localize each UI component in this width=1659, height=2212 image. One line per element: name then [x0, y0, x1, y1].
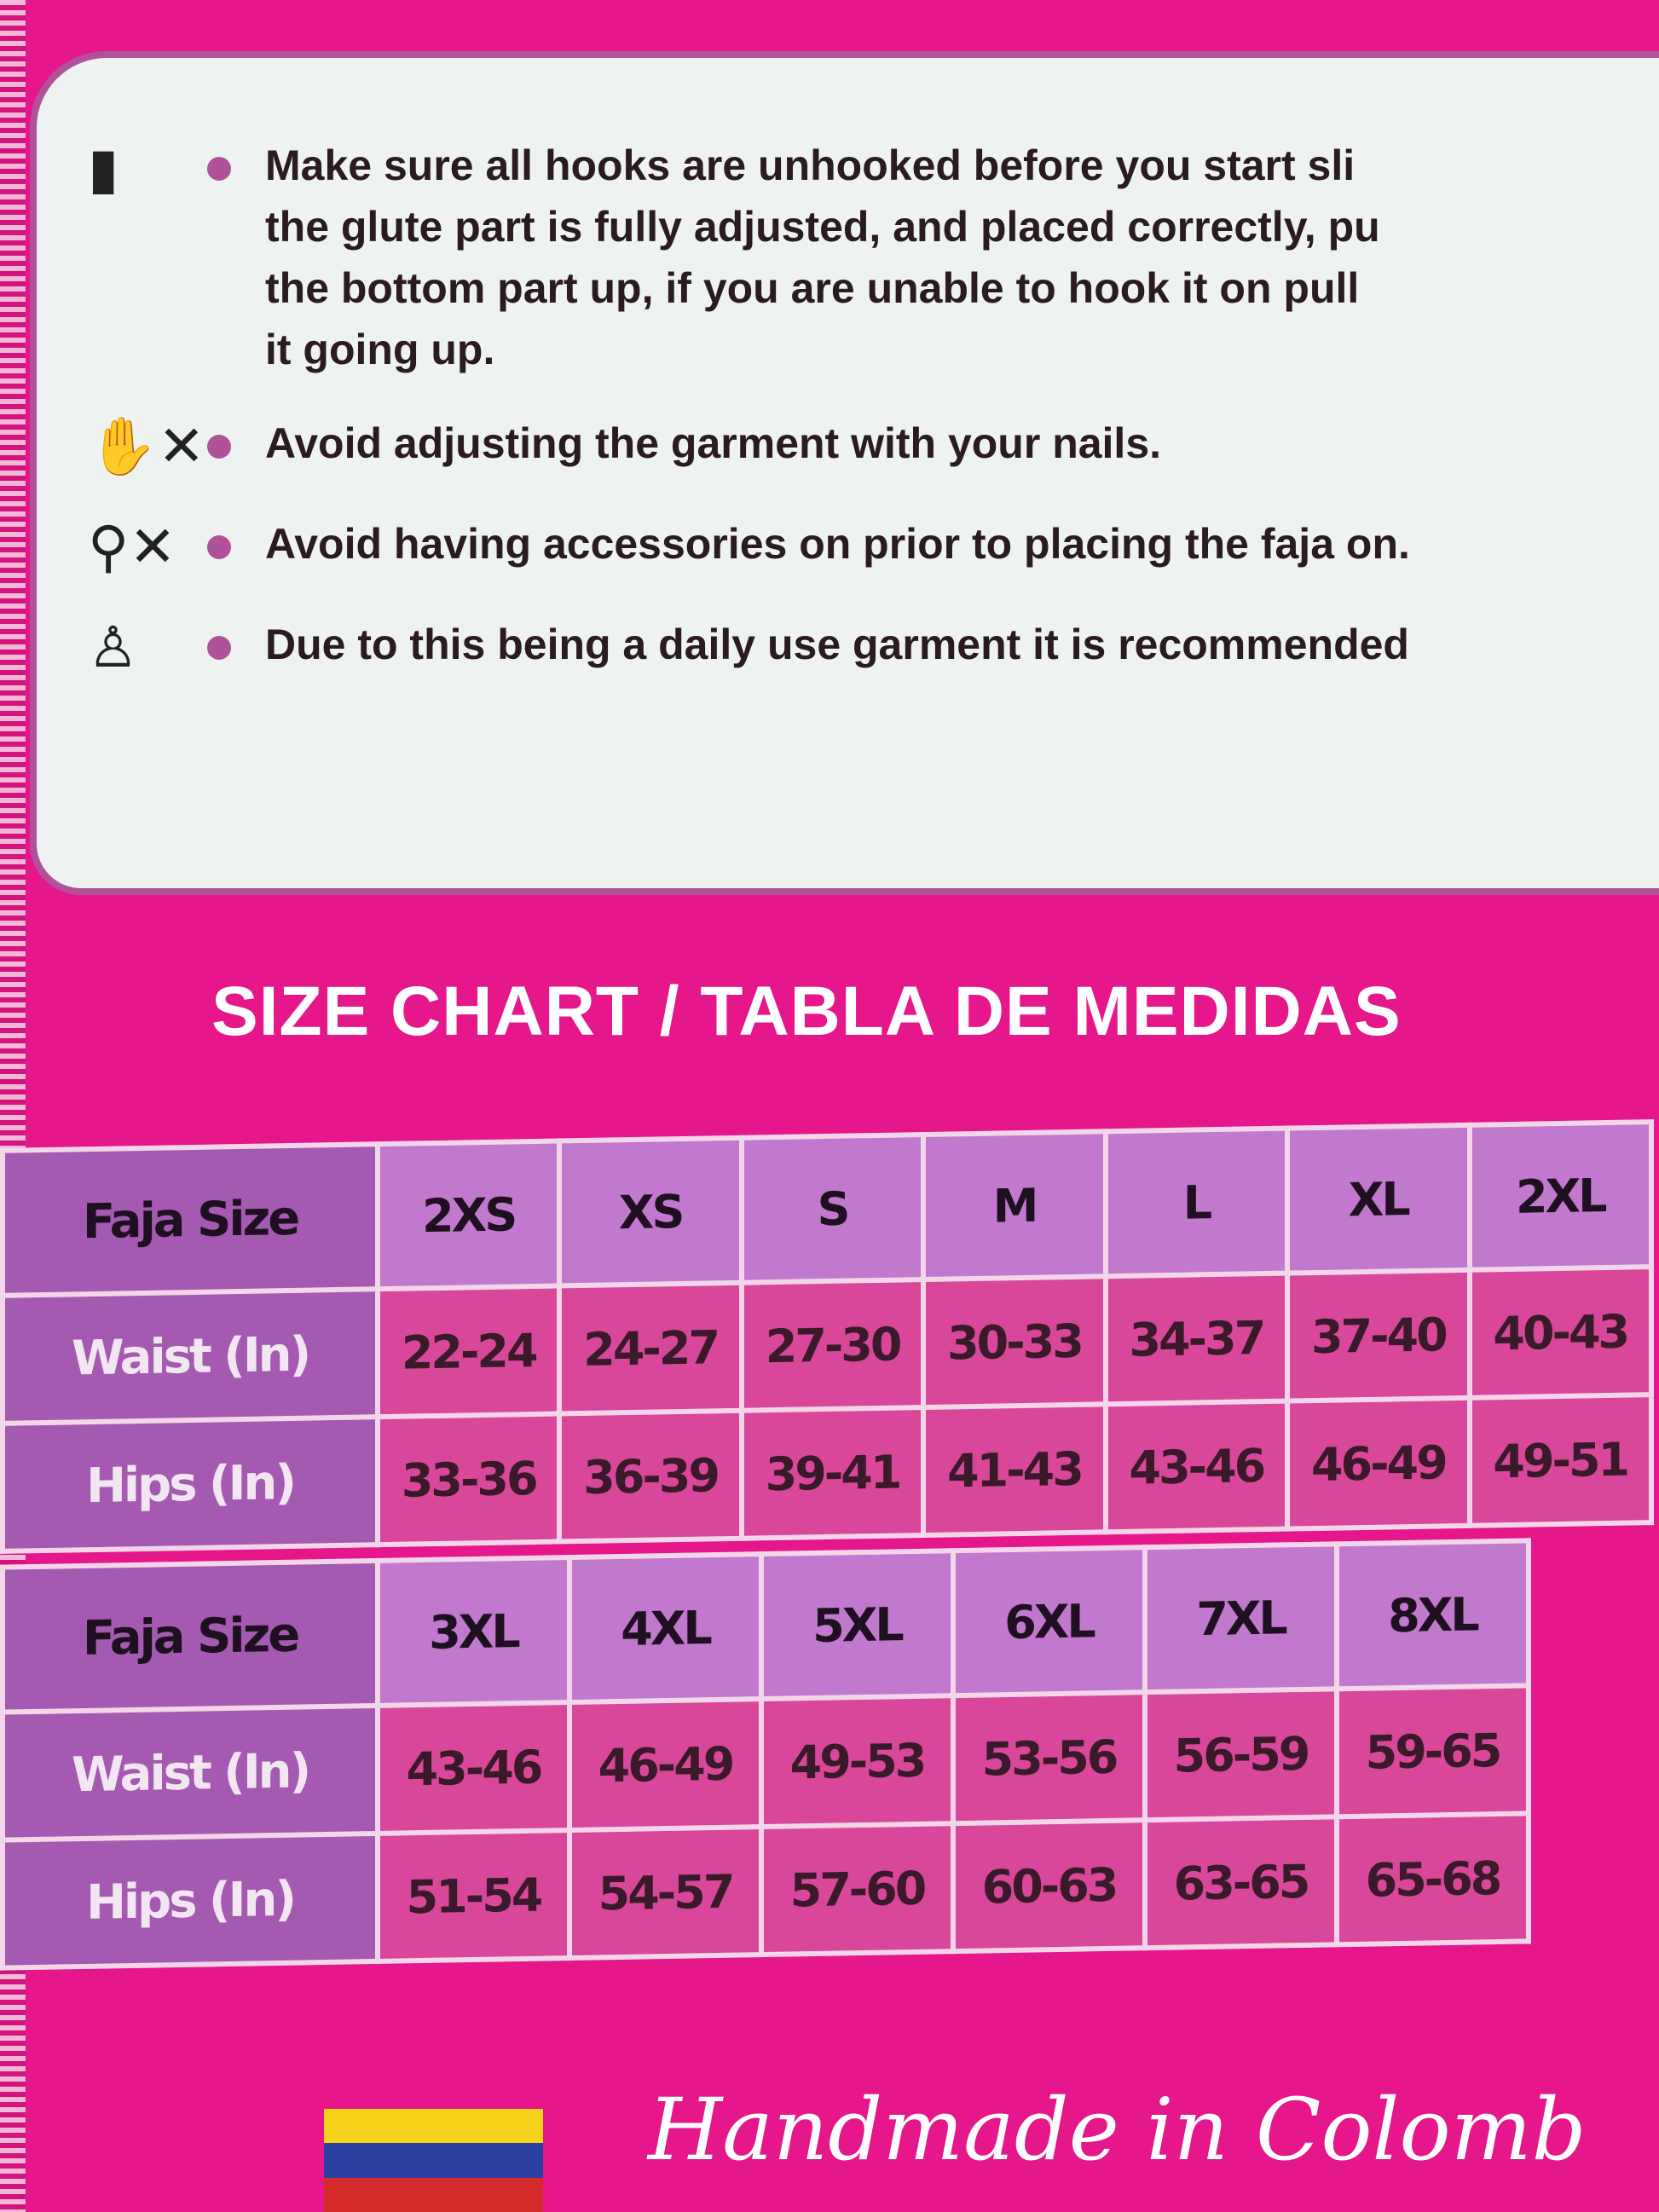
waist-cell: 37-40 [1287, 1269, 1470, 1401]
instruction-text: Avoid having accessories on prior to pla… [265, 520, 1410, 568]
size-table-2: Faja Size 3XL 4XL 5XL 6XL 7XL 8XL Waist (In) 43-… [0, 1538, 1531, 1970]
handmade-footer: Handmade in Colomb [648, 2080, 1587, 2180]
sizes-cell: 4XL [569, 1554, 761, 1703]
sizes-cell: XL [1287, 1124, 1470, 1273]
size-table-1: Faja Size 2XS XS S M L XL 2XL Waist (In) 22-24 24-… [0, 1119, 1654, 1554]
waist-cell: 56-59 [1145, 1689, 1337, 1821]
colombia-flag-icon [324, 2109, 543, 2212]
row-label: Hips (In) [3, 1417, 378, 1551]
hips-cell: 65-68 [1337, 1813, 1529, 1945]
bullet-icon [207, 636, 231, 660]
hips-cell: 46-49 [1287, 1397, 1470, 1529]
waist-cell: 43-46 [378, 1702, 569, 1834]
sizes-cell: M [923, 1131, 1106, 1280]
sizes-cell: 2XS [378, 1141, 560, 1290]
instruction-item: ♙ Due to this being a daily use garment … [88, 614, 1642, 682]
hips-cell: 60-63 [953, 1820, 1145, 1952]
hips-cell: 63-65 [1145, 1816, 1337, 1949]
hips-cell: 51-54 [378, 1830, 569, 1961]
instruction-item: ▮ Make sure all hooks are unhooked befor… [88, 135, 1642, 380]
instruction-text: Make sure all hooks are unhooked before … [265, 141, 1380, 373]
instruction-text: Avoid adjusting the garment with your na… [265, 419, 1162, 467]
instruction-item: ✋✕ Avoid adjusting the garment with your… [88, 413, 1642, 481]
table-row-hips: Hips (In) 51-54 54-57 57-60 60-63 63-65 65-68 [3, 1813, 1529, 1968]
sizes-cell: 8XL [1337, 1540, 1529, 1689]
bullet-icon [207, 157, 231, 181]
garment-icon: ♙ [88, 615, 139, 680]
bullet-icon [207, 435, 231, 459]
row-label: Faja Size [3, 1560, 378, 1712]
waist-cell: 27-30 [741, 1279, 924, 1411]
waist-cell: 34-37 [1105, 1273, 1288, 1405]
hips-cell: 33-36 [378, 1413, 560, 1545]
row-label: Faja Size [3, 1144, 378, 1296]
sizes-cell: 7XL [1145, 1544, 1337, 1693]
waist-cell: 59-65 [1337, 1685, 1529, 1817]
waist-cell: 24-27 [559, 1282, 742, 1414]
sizes-cell: 2XL [1469, 1122, 1651, 1270]
hips-cell: 54-57 [569, 1827, 761, 1959]
sizes-cell: S [741, 1135, 924, 1283]
waist-trainer-icon: ▮ [88, 136, 119, 201]
waist-cell: 40-43 [1469, 1267, 1651, 1398]
instructions-panel: ▮ Make sure all hooks are unhooked befor… [30, 51, 1659, 895]
waist-cell: 30-33 [923, 1276, 1106, 1408]
row-label: Hips (In) [3, 1833, 378, 1968]
size-chart-title: SIZE CHART / TABLA DE MEDIDAS [211, 973, 1402, 1050]
hips-cell: 49-51 [1469, 1395, 1651, 1526]
waist-cell: 46-49 [569, 1699, 761, 1831]
row-label: Waist (In) [3, 1289, 378, 1424]
bullet-icon [207, 535, 231, 559]
sizes-cell: L [1105, 1128, 1288, 1277]
table-row-sizes: Faja Size 2XS XS S M L XL 2XL [3, 1122, 1651, 1296]
sizes-cell: 6XL [953, 1547, 1145, 1696]
waist-cell: 22-24 [378, 1285, 560, 1418]
hips-cell: 41-43 [923, 1404, 1106, 1536]
row-label: Waist (In) [3, 1705, 378, 1840]
sizes-cell: XS [559, 1137, 742, 1286]
table-row-sizes: Faja Size 3XL 4XL 5XL 6XL 7XL 8XL [3, 1540, 1529, 1712]
no-accessories-icon: ⚲✕ [88, 514, 176, 580]
hips-cell: 43-46 [1105, 1401, 1288, 1533]
sizes-cell: 5XL [761, 1551, 953, 1700]
waist-cell: 53-56 [953, 1692, 1145, 1824]
hips-cell: 57-60 [761, 1823, 953, 1955]
instruction-item: ⚲✕ Avoid having accessories on prior to … [88, 513, 1642, 581]
instruction-text: Due to this being a daily use garment it… [265, 621, 1409, 668]
hips-cell: 39-41 [741, 1407, 924, 1539]
sizes-cell: 3XL [378, 1557, 569, 1706]
waist-cell: 49-53 [761, 1695, 953, 1828]
no-nails-icon: ✋✕ [88, 413, 205, 479]
hips-cell: 36-39 [559, 1410, 742, 1542]
